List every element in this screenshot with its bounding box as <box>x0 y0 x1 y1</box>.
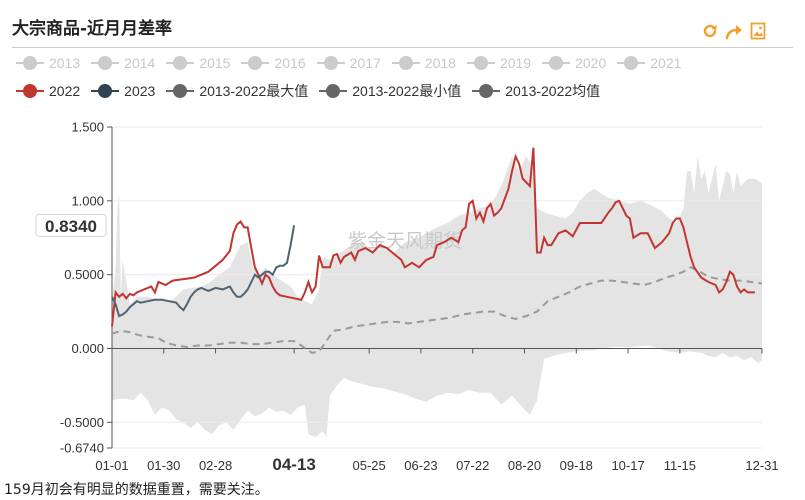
legend-item-2016[interactable]: 2016 <box>241 55 306 71</box>
footnote: 159月初会有明显的数据重置，需要关注。 <box>4 482 269 498</box>
legend-swatch-icon <box>319 84 348 98</box>
legend-label: 2021 <box>650 55 682 71</box>
save-image-icon[interactable] <box>749 22 767 40</box>
y-tick-label: -0.5000 <box>60 415 104 430</box>
share-icon[interactable] <box>725 22 743 40</box>
legend-item-2013-2022最小值[interactable]: 2013-2022最小值 <box>319 81 461 101</box>
legend-item-2014[interactable]: 2014 <box>91 55 155 71</box>
legend-swatch-icon <box>316 56 345 70</box>
y-tick-label: 1.000 <box>71 193 104 208</box>
legend-swatch-icon <box>466 56 495 70</box>
legend-item-2015[interactable]: 2015 <box>166 55 230 71</box>
x-tick-label: 01-01 <box>95 458 128 473</box>
legend-swatch-icon <box>16 84 44 98</box>
legend-swatch-icon <box>166 56 195 70</box>
x-tick-label: 07-22 <box>456 458 489 473</box>
legend-item-2023[interactable]: 2023 <box>91 83 155 99</box>
series-line-2023 <box>111 225 296 318</box>
series-line-2022 <box>111 147 755 327</box>
y-tick-label: -0.6740 <box>60 441 104 456</box>
x-tick-label: 09-18 <box>560 458 593 473</box>
legend-label: 2013-2022均值 <box>505 83 601 99</box>
x-tick-label: 06-23 <box>404 458 437 473</box>
legend-label: 2019 <box>499 55 532 71</box>
legend-label: 2017 <box>349 55 381 71</box>
legend-item-2017[interactable]: 2017 <box>316 55 381 71</box>
chart-title: 大宗商品-近月月差率 <box>12 19 173 39</box>
title-divider <box>12 47 793 48</box>
legend-label: 2016 <box>274 55 306 71</box>
legend-item-2013-2022最大值[interactable]: 2013-2022最大值 <box>166 81 308 101</box>
legend-item-2022[interactable]: 2022 <box>16 83 80 99</box>
x-tick-label: 01-30 <box>147 458 180 473</box>
historical-range-band <box>112 156 762 438</box>
legend-swatch-icon <box>91 56 120 70</box>
legend-swatch-icon <box>391 56 420 70</box>
x-tick-label: 05-25 <box>353 458 386 473</box>
legend-swatch-icon <box>472 84 501 98</box>
x-pointer-label: 04-13 <box>272 455 315 474</box>
legend-item-2020[interactable]: 2020 <box>542 55 606 71</box>
legend-label: 2022 <box>49 83 81 99</box>
legend-swatch-icon <box>617 56 646 70</box>
legend-label: 2013-2022最大值 <box>199 83 309 99</box>
watermark-text: 紫金天风期货 <box>348 230 462 252</box>
legend-item-2013[interactable]: 2013 <box>16 55 80 71</box>
x-tick-label: 08-20 <box>508 458 541 473</box>
legend-swatch-icon <box>241 56 270 70</box>
legend-swatch-icon <box>91 84 120 98</box>
y-tick-label: 1.500 <box>71 120 104 135</box>
legend-swatch-icon <box>166 84 195 98</box>
x-tick-label: 12-31 <box>745 458 778 473</box>
legend-swatch-icon <box>542 56 571 70</box>
legend-label: 2015 <box>199 55 231 71</box>
legend-label: 2023 <box>124 83 156 99</box>
y-pointer-box <box>35 213 107 237</box>
legend-label: 2014 <box>124 55 156 71</box>
legend-item-2018[interactable]: 2018 <box>391 55 456 71</box>
legend-label: 2013 <box>49 55 81 71</box>
y-tick-label: 0.5000 <box>64 267 104 282</box>
legend-label: 2013-2022最小值 <box>352 83 462 99</box>
legend-label: 2020 <box>575 55 607 71</box>
legend-item-2021[interactable]: 2021 <box>617 55 681 71</box>
legend-swatch-icon <box>16 56 44 70</box>
series-line-average <box>111 266 763 354</box>
legend-row-years: 2013 2014 2015 2016 2017 2018 2019 2020 2021 <box>16 55 692 71</box>
x-tick-label: 10-17 <box>611 458 644 473</box>
x-pointer-box <box>264 451 325 475</box>
x-tick-label: 02-28 <box>199 458 232 473</box>
legend-row-series: 2022 2023 2013-2022最大值 2013-2022最小值 2013-202… <box>16 81 611 101</box>
legend-item-2019[interactable]: 2019 <box>466 55 532 71</box>
legend-item-2013-2022均值[interactable]: 2013-2022均值 <box>472 81 600 101</box>
toolbar <box>701 22 767 40</box>
x-tick-label: 11-15 <box>664 458 696 473</box>
y-tick-label: 0.000 <box>71 341 104 356</box>
refresh-icon[interactable] <box>701 22 719 40</box>
legend-label: 2018 <box>424 55 456 71</box>
y-pointer-value: 0.8340 <box>45 217 97 236</box>
